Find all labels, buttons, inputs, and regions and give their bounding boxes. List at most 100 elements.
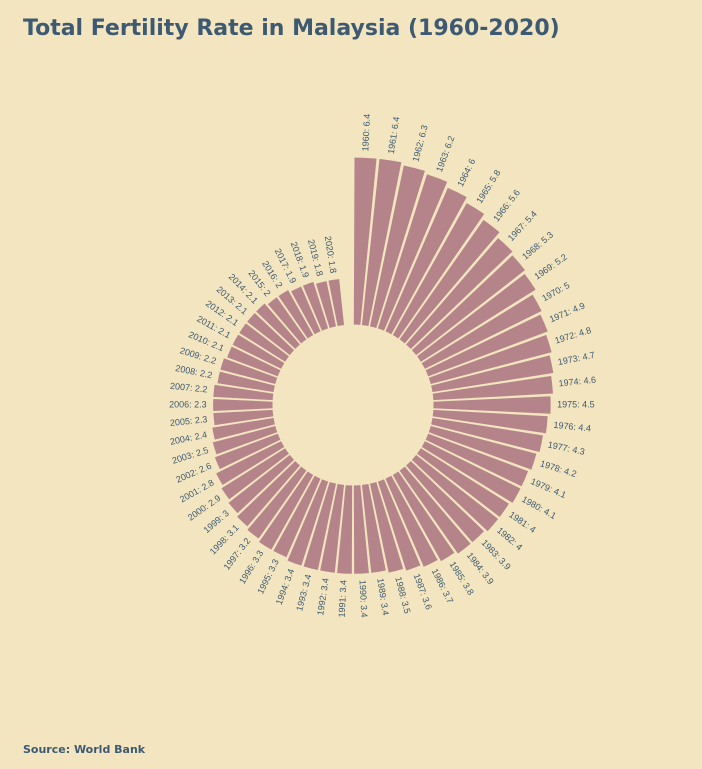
bar-label-1980: 1980: 4.1 xyxy=(520,494,558,521)
bar-1974 xyxy=(431,374,554,402)
bar-label-2008: 2008: 2.2 xyxy=(175,363,214,380)
bar-1973 xyxy=(429,354,555,394)
bar-1972 xyxy=(427,333,553,386)
bar-label-2006: 2006: 2.3 xyxy=(169,399,207,409)
bar-2015 xyxy=(266,295,308,345)
bar-1970 xyxy=(420,293,543,371)
bar-1980 xyxy=(420,439,522,505)
bar-label-1972: 1972: 4.8 xyxy=(554,325,593,346)
bar-1978 xyxy=(427,424,538,471)
bar-2007 xyxy=(212,383,275,402)
bar-label-1975: 1975: 4.5 xyxy=(557,399,595,409)
bar-2017 xyxy=(289,285,322,336)
bar-1961 xyxy=(360,157,403,328)
bar-label-1994: 1994: 3.4 xyxy=(274,567,296,606)
bar-2006 xyxy=(212,397,274,413)
bar-1975 xyxy=(432,395,552,415)
bar-1999 xyxy=(227,453,296,515)
bar-1995 xyxy=(272,474,322,559)
bar-2005 xyxy=(212,408,275,427)
bar-1967 xyxy=(404,236,514,351)
bar-label-1961: 1961: 6.4 xyxy=(386,116,402,155)
bar-label-1990: 1990: 3.4 xyxy=(358,580,370,618)
bar-label-1987: 1987: 3.6 xyxy=(412,572,434,611)
bar-1964 xyxy=(384,186,469,336)
bar-1990 xyxy=(352,484,370,575)
bar-2003 xyxy=(211,424,279,456)
bar-1984 xyxy=(398,465,472,555)
bar-1991 xyxy=(336,484,354,575)
bar-2018 xyxy=(301,280,330,333)
bar-label-1986: 1986: 3.7 xyxy=(430,567,456,605)
bar-1998 xyxy=(235,459,302,528)
bar-1965 xyxy=(391,201,486,340)
bar-1982 xyxy=(410,453,500,533)
bar-1994 xyxy=(286,477,330,567)
bar-label-1970: 1970: 5 xyxy=(540,280,571,303)
bar-label-1979: 1979: 4.1 xyxy=(529,476,567,500)
bar-label-1974: 1974: 4.6 xyxy=(558,375,596,389)
bar-2010 xyxy=(225,345,282,378)
bar-label-1977: 1977: 4.3 xyxy=(547,440,586,457)
bar-label-1971: 1971: 4.9 xyxy=(548,300,586,324)
bar-label-1967: 1967: 5.4 xyxy=(506,209,539,243)
bar-label-2020: 2020: 1.8 xyxy=(323,235,339,274)
bar-1977 xyxy=(429,416,545,454)
bar-2004 xyxy=(211,416,277,441)
bar-1962 xyxy=(368,164,427,330)
bar-1966 xyxy=(398,218,501,345)
bar-label-1968: 1968: 5.3 xyxy=(520,230,555,262)
bar-2012 xyxy=(237,322,291,364)
bars-group xyxy=(211,156,555,575)
bar-2011 xyxy=(231,333,286,371)
bar-1960 xyxy=(352,156,378,326)
bar-1988 xyxy=(368,480,405,574)
bar-label-1966: 1966: 5.6 xyxy=(491,188,522,224)
bar-1969 xyxy=(415,272,537,364)
bar-1987 xyxy=(376,477,422,572)
bar-1992 xyxy=(319,482,346,574)
bar-1985 xyxy=(391,470,456,563)
bar-label-1991: 1991: 3.4 xyxy=(337,580,349,618)
bar-label-1989: 1989: 3.4 xyxy=(375,577,391,616)
bar-label-1963: 1963: 6.2 xyxy=(434,135,456,174)
bar-1979 xyxy=(424,432,530,488)
bar-1971 xyxy=(424,313,549,378)
bar-label-1993: 1993: 3.4 xyxy=(294,573,313,612)
bar-1981 xyxy=(415,446,511,519)
bar-label-1960: 1960: 6.4 xyxy=(360,114,372,152)
bar-1996 xyxy=(257,470,315,552)
bar-2014 xyxy=(254,302,302,351)
bar-label-1962: 1962: 6.3 xyxy=(411,124,430,163)
bar-label-1982: 1982: 4 xyxy=(495,525,524,552)
source-note: Source: World Bank xyxy=(23,743,146,756)
bar-label-1988: 1988: 3.5 xyxy=(393,576,412,615)
bar-label-1978: 1978: 4.2 xyxy=(539,458,578,479)
bar-2000 xyxy=(220,446,291,501)
bar-label-1969: 1969: 5.2 xyxy=(532,252,569,282)
bar-1989 xyxy=(360,482,387,574)
bar-1983 xyxy=(404,459,486,544)
bar-label-1981: 1981: 4 xyxy=(507,509,537,534)
bar-2009 xyxy=(219,357,279,386)
bar-2019 xyxy=(314,279,338,330)
bar-2008 xyxy=(216,370,277,394)
bar-1993 xyxy=(302,480,338,572)
bar-label-1965: 1965: 5.8 xyxy=(474,168,502,205)
chart-title: Total Fertility Rate in Malaysia (1960-2… xyxy=(23,16,560,41)
bar-1986 xyxy=(384,474,440,569)
bar-1963 xyxy=(376,173,449,333)
bar-label-2007: 2007: 2.2 xyxy=(170,381,208,395)
bar-1968 xyxy=(410,253,527,357)
bar-label-1973: 1973: 4.7 xyxy=(557,350,596,367)
bar-label-2005: 2005: 2.3 xyxy=(169,414,207,428)
bar-label-1992: 1992: 3.4 xyxy=(315,577,331,616)
bar-1976 xyxy=(431,408,549,435)
bar-2013 xyxy=(245,311,296,357)
bar-2016 xyxy=(277,288,315,340)
bar-2001 xyxy=(214,439,286,487)
bar-1997 xyxy=(245,465,308,540)
bar-label-1976: 1976: 4.4 xyxy=(553,420,591,434)
bar-label-1964: 1964: 6 xyxy=(455,157,477,188)
